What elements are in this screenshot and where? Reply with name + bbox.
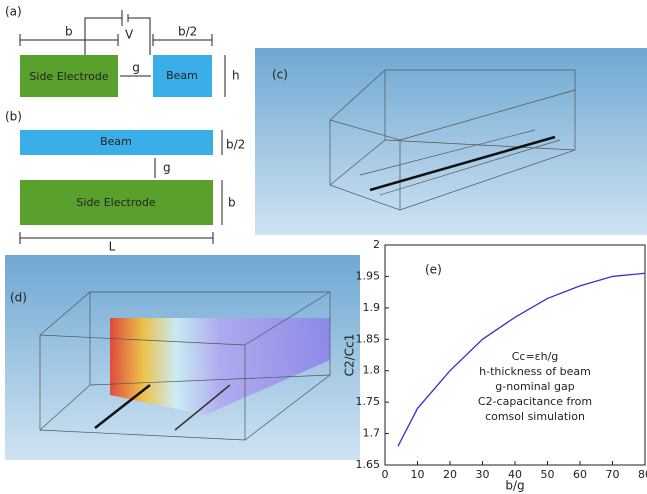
panel-label: (e) — [425, 263, 442, 277]
gap-label: g — [132, 61, 140, 75]
y-tick-label: 1.8 — [363, 364, 381, 377]
panel-label: (b) — [5, 110, 22, 124]
annotation: Cc=εh/g — [512, 350, 559, 363]
annotation: h-thickness of beam — [479, 365, 591, 378]
dimension: b — [65, 25, 73, 39]
x-tick-label: 50 — [541, 468, 555, 481]
dimension: b/2 — [226, 138, 245, 152]
dimension: L — [109, 240, 116, 254]
render-panel — [255, 48, 647, 235]
gap-label: g — [163, 161, 171, 175]
x-tick-label: 60 — [573, 468, 587, 481]
y-tick-label: 1.85 — [356, 332, 381, 345]
annotation: comsol simulation — [485, 410, 585, 423]
dimension: h — [232, 69, 240, 83]
x-tick-label: 40 — [508, 468, 522, 481]
annotation: g-nominal gap — [495, 380, 574, 393]
panel-label: (c) — [272, 68, 288, 82]
electrode-label: Side Electrode — [29, 70, 108, 83]
x-tick-label: 10 — [411, 468, 425, 481]
x-tick-label: 70 — [606, 468, 620, 481]
dimension: b/2 — [178, 25, 197, 39]
beam-label: Beam — [166, 69, 198, 82]
y-tick-label: 1.65 — [356, 458, 381, 471]
beam-label: Beam — [100, 135, 132, 148]
y-axis-label: C2/Cc1 — [343, 334, 357, 377]
y-tick-label: 1.9 — [363, 301, 381, 314]
dimension: b — [228, 196, 236, 210]
panel-label: (a) — [5, 5, 22, 19]
panel-label: (d) — [10, 291, 27, 305]
electrode-label: Side Electrode — [76, 196, 155, 209]
figure: (a) b V b/2 Side Electrode g Beam h (b) … — [0, 0, 647, 494]
voltage: V — [125, 28, 134, 42]
y-tick-label: 1.7 — [363, 427, 381, 440]
y-tick-label: 1.95 — [356, 269, 381, 282]
y-tick-label: 1.75 — [356, 395, 381, 408]
annotation: C2-capacitance from — [478, 395, 592, 408]
x-tick-label: 20 — [443, 468, 457, 481]
x-tick-label: 0 — [382, 468, 389, 481]
y-tick-label: 2 — [373, 238, 380, 251]
x-tick-label: 80 — [638, 468, 647, 481]
x-tick-label: 30 — [476, 468, 490, 481]
